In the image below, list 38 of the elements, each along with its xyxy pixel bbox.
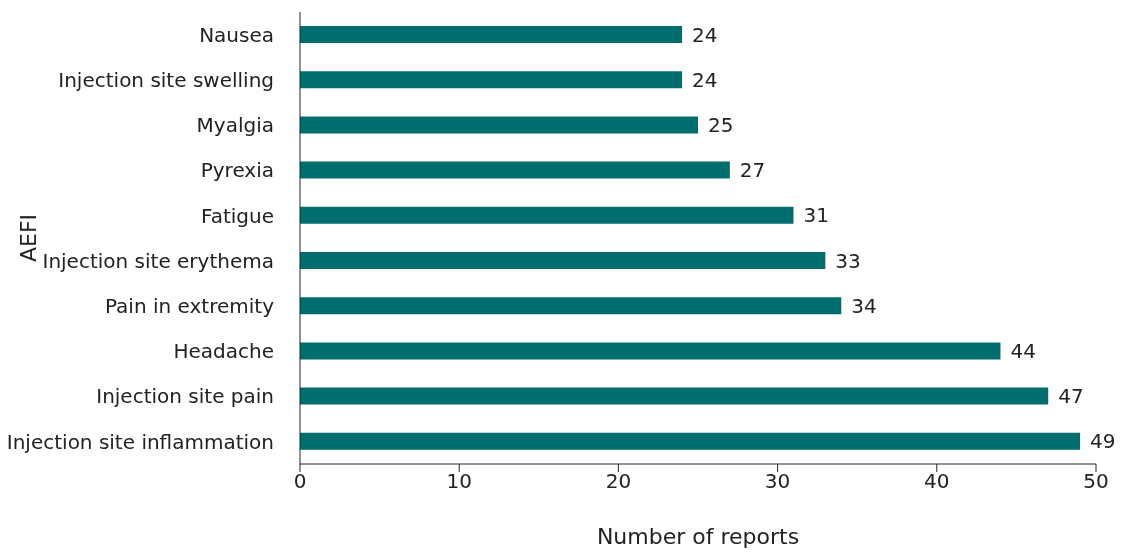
data-label: 33: [835, 248, 861, 273]
y-tick-label: Fatigue: [201, 203, 274, 228]
x-tick-label: 0: [293, 469, 307, 494]
bar: [300, 71, 683, 89]
data-label: 27: [739, 158, 766, 183]
x-tick-label: 50: [1083, 469, 1109, 494]
x-tick-label: 10: [446, 469, 472, 494]
bar: [300, 161, 730, 179]
bar: [300, 206, 794, 224]
bar: [300, 342, 1001, 360]
y-tick-label: Pain in extremity: [104, 293, 275, 318]
bar: [300, 387, 1049, 405]
data-label: 49: [1090, 429, 1116, 454]
x-tick-label: 40: [924, 469, 950, 494]
y-tick-label: Myalgia: [196, 113, 274, 138]
y-tick-label: Injection site swelling: [58, 67, 274, 92]
y-tick-label: Injection site inflammation: [6, 429, 274, 454]
data-label: 25: [708, 113, 734, 137]
bar: [300, 297, 842, 315]
bar: [300, 116, 698, 134]
y-tick-label: Injection site erythema: [42, 248, 274, 273]
x-axis-title: Number of reports: [596, 523, 800, 549]
y-tick-label: Headache: [173, 339, 274, 364]
y-tick-label: Pyrexia: [200, 158, 274, 183]
data-label: 47: [1058, 384, 1084, 409]
x-tick-label: 20: [605, 469, 632, 494]
bar: [300, 26, 683, 43]
data-label: 34: [851, 293, 877, 318]
data-label: 24: [692, 67, 718, 92]
data-label: 24: [692, 22, 718, 47]
y-tick-label: Injection site pain: [96, 384, 274, 409]
bar: [300, 252, 826, 269]
y-axis-title: AEFI: [15, 213, 41, 263]
data-label: 44: [1010, 339, 1036, 363]
data-label: 31: [803, 203, 829, 228]
bar: [300, 432, 1081, 450]
x-tick-label: 30: [764, 469, 791, 494]
y-tick-label: Nausea: [199, 22, 274, 47]
